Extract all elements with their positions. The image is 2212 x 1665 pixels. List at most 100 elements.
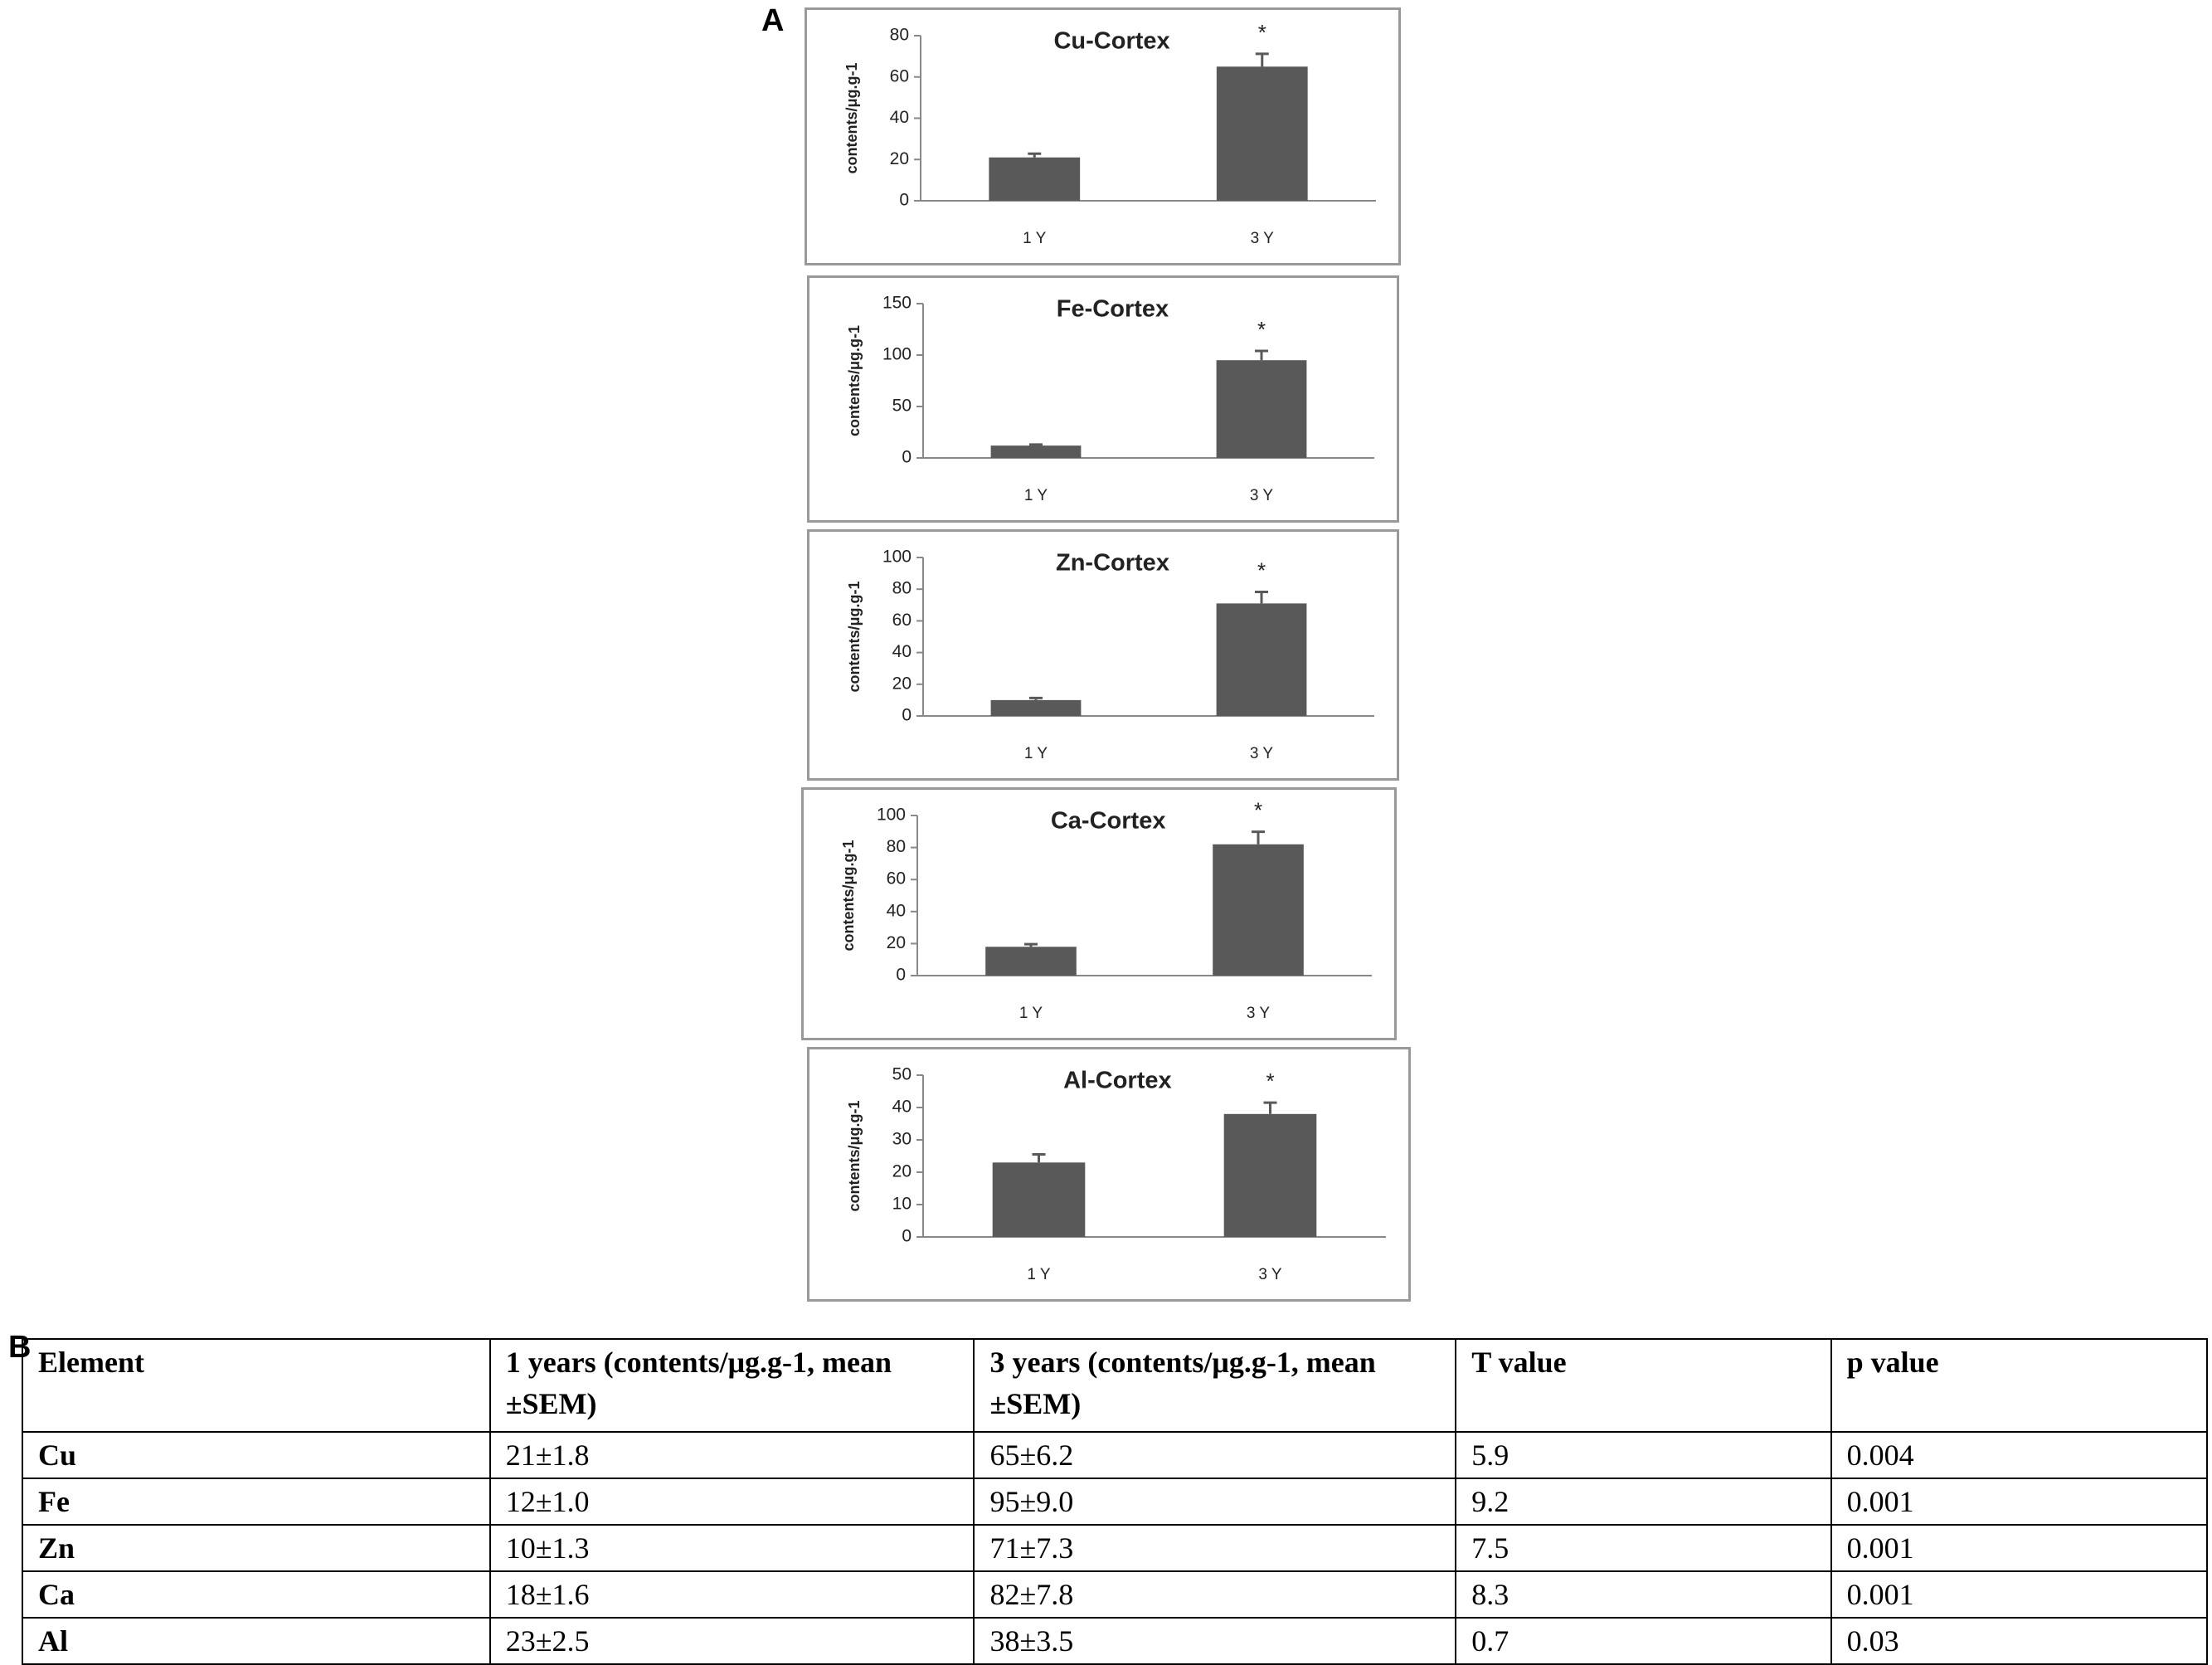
table-cell: Al [22,1617,491,1665]
x-tick-label: 3 Y [1250,487,1274,504]
bar [985,947,1077,976]
y-tick-label: 10 [892,1195,912,1214]
bar-chart: 0 10 20 30 40 50 Al-Cortex contents/μg.g-1 1 Y 3 … [807,1047,1411,1302]
data-table: Element 1 years (contents/μg.g-1, mean ±S… [22,1338,2209,1665]
table-cell: 71±7.3 [973,1524,1457,1572]
table-cell: 0.001 [1830,1478,2209,1526]
table-cell: 95±9.0 [973,1478,1457,1526]
header-cell: 3 years (contents/μg.g-1, mean ±SEM) [973,1338,1457,1433]
table-cell: 0.004 [1830,1431,2209,1479]
error-bar [1263,1101,1277,1114]
bar-chart: 0 20 40 60 80 100 Zn-Cortex contents/μg.g-1 1 Y 3… [807,529,1399,781]
error-bar [1024,942,1038,947]
chart-title: Zn-Cortex [1056,550,1169,577]
y-axis-label: contents/μg.g-1 [846,1100,863,1211]
chart-frame [805,7,1401,265]
x-tick-label: 1 Y [1023,230,1047,247]
header-cell: T value [1455,1338,1832,1433]
table-cell: Fe [22,1478,491,1526]
table-cell: 8.3 [1455,1570,1832,1619]
significance-mark: * [1254,798,1262,823]
y-tick-label: 80 [887,837,906,856]
y-tick-label: 20 [887,933,906,952]
y-tick-label: 100 [882,345,912,364]
y-tick-label: 40 [892,642,912,661]
header-cell: p value [1830,1338,2209,1433]
bar [992,1162,1086,1237]
table-header: Element 1 years (contents/μg.g-1, mean ±S… [22,1338,2209,1433]
x-tick-label: 1 Y [1024,745,1048,762]
table-cell: Ca [22,1570,491,1619]
chart-title: Fe-Cortex [1057,296,1169,323]
y-tick-label: 80 [892,579,912,598]
table-row: Cu 21±1.8 65±6.2 5.9 0.004 [22,1431,2209,1479]
y-axis-label: contents/μg.g-1 [840,840,857,951]
header-cell: 1 years (contents/μg.g-1, mean ±SEM) [489,1338,975,1433]
significance-mark: * [1266,1069,1274,1093]
y-axis-label: contents/μg.g-1 [843,62,860,173]
x-tick-label: 1 Y [1027,1266,1051,1283]
table-cell: Cu [22,1431,491,1479]
y-tick-label: 50 [892,397,912,416]
y-tick-label: 100 [877,806,906,825]
y-tick-label: 60 [890,66,909,85]
significance-mark: * [1257,557,1266,582]
table-cell: 38±3.5 [973,1617,1457,1665]
table-body: Cu 21±1.8 65±6.2 5.9 0.004 Fe 12±1.0 95±9.0 9.2 0… [22,1431,2209,1665]
y-tick-label: 20 [892,674,912,693]
chart-frame [807,1047,1411,1302]
y-tick-label: 0 [902,1227,912,1246]
x-tick-label: 3 Y [1250,745,1274,762]
error-bar [1252,830,1265,845]
x-tick-label: 1 Y [1024,487,1048,504]
table-cell: Zn [22,1524,491,1572]
table-cell: 21±1.8 [489,1431,975,1479]
y-tick-label: 50 [892,1065,912,1084]
table-cell: 0.001 [1830,1524,2209,1572]
y-tick-label: 20 [892,1162,912,1181]
table-cell: 7.5 [1455,1524,1832,1572]
bar-chart: 0 20 40 60 80 Cu-Cortex contents/μg.g-1 1 Y 3 Y * [805,7,1401,265]
error-bar [1028,152,1042,158]
table-cell: 65±6.2 [973,1431,1457,1479]
significance-mark: * [1258,20,1266,45]
chart-frame [807,275,1399,523]
x-tick-label: 3 Y [1247,1005,1271,1022]
table-cell: 0.7 [1455,1617,1832,1665]
error-bar [1255,52,1269,67]
table-cell: 5.9 [1455,1431,1832,1479]
table-cell: 0.03 [1830,1617,2209,1665]
bar [989,157,1081,201]
error-bar [1029,696,1043,700]
table-cell: 82±7.8 [973,1570,1457,1619]
table-cell: 0.001 [1830,1570,2209,1619]
panel-label: A [761,3,785,38]
y-tick-label: 60 [892,611,912,630]
y-tick-label: 150 [882,294,912,313]
bar [1213,844,1304,976]
bar-chart: 0 20 40 60 80 100 Ca-Cortex contents/μg.g-1 1 Y 3… [801,787,1397,1040]
y-tick-label: 0 [899,191,909,210]
y-tick-label: 0 [902,706,912,725]
y-tick-label: 0 [896,966,906,985]
table-cell: 10±1.3 [489,1524,975,1572]
error-bar [1032,1153,1046,1163]
bar [1216,66,1308,201]
table-row: Zn 10±1.3 71±7.3 7.5 0.001 [22,1524,2209,1572]
x-tick-label: 3 Y [1251,230,1275,247]
y-axis-label: contents/μg.g-1 [846,325,863,436]
chart-frame [801,787,1397,1040]
x-tick-label: 3 Y [1258,1266,1282,1283]
bar [1216,360,1307,458]
y-tick-label: 20 [890,149,909,168]
bar [990,699,1082,716]
y-tick-label: 40 [887,901,906,920]
y-tick-label: 100 [882,548,912,567]
x-tick-label: 1 Y [1019,1005,1043,1022]
y-tick-label: 0 [902,448,912,467]
chart-title: Al-Cortex [1063,1068,1172,1094]
error-bar [1255,349,1268,361]
table-cell: 12±1.0 [489,1478,975,1526]
bar [990,445,1082,458]
